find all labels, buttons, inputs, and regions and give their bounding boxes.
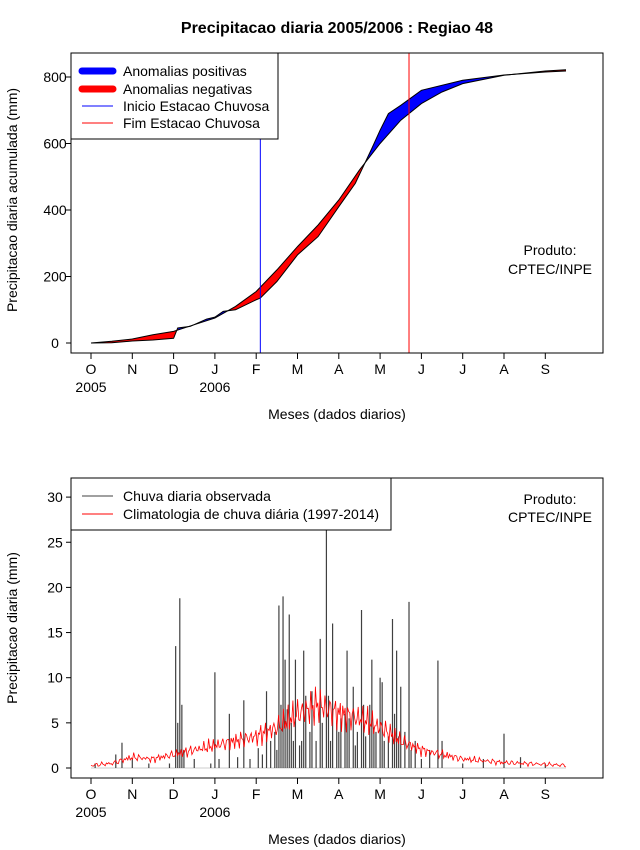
- top-plot-frame: [70, 52, 604, 354]
- top-plot-area: [90, 53, 567, 353]
- bottom-product-label: Produto:: [524, 491, 577, 507]
- bottom-x-tick-label: S: [541, 786, 550, 802]
- bottom-y-axis: 0 5 10 15 20 25 30: [47, 489, 71, 776]
- top-product-source: CPTEC/INPE: [508, 261, 592, 277]
- daily-rain-chart: 0 5 10 15 20 25 30 O N D J F M A M J J A S 2005 2006 Precip…: [4, 477, 604, 847]
- bottom-legend-box: [70, 477, 392, 531]
- bottom-x-tick-label: A: [499, 786, 509, 802]
- legend-climatology-label: Climatologia de chuva diária (1997-2014): [123, 506, 379, 522]
- bottom-plot-area: [90, 524, 567, 769]
- top-x-tick-label: A: [334, 361, 344, 377]
- top-x-axis: O N D J F M A M J J A S 2005 2006: [75, 352, 550, 395]
- bottom-x-tick-label: A: [334, 786, 344, 802]
- observed-cumulative-line: [90, 70, 567, 344]
- bottom-x-axis: O N D J F M A M J J A S 2005 2006: [75, 777, 550, 820]
- bottom-y-tick-label: 10: [47, 670, 63, 686]
- climatology-cumulative-line: [90, 69, 567, 344]
- legend-negative-label: Anomalias negativas: [123, 81, 252, 97]
- bottom-y-tick-label: 30: [47, 489, 63, 505]
- top-legend-box: [70, 52, 279, 140]
- top-x-tick-label: J: [459, 361, 466, 377]
- negative-anomaly-area: [229, 160, 367, 311]
- bottom-x-tick-label: J: [418, 786, 425, 802]
- top-legend: Anomalias positivas Anomalias negativas …: [70, 52, 279, 140]
- bottom-y-tick-label: 15: [47, 625, 63, 641]
- bottom-x-tick-label: J: [459, 786, 466, 802]
- bottom-y-tick-label: 0: [51, 760, 59, 776]
- climatology-daily-line: [90, 686, 567, 768]
- top-y-axis: 0 200 400 600 800: [43, 69, 71, 351]
- top-y-tick-label: 0: [51, 335, 59, 351]
- positive-anomaly-area: [366, 74, 515, 162]
- bottom-product-source: CPTEC/INPE: [508, 509, 592, 525]
- top-y-axis-label: Precipitacao diaria acumulada (mm): [4, 88, 20, 312]
- bottom-legend: Chuva diaria observada Climatologia de c…: [70, 477, 392, 531]
- bottom-y-tick-label: 25: [47, 534, 63, 550]
- top-x-tick-label: A: [499, 361, 509, 377]
- top-y-tick-label: 200: [43, 269, 67, 285]
- bottom-y-tick-label: 20: [47, 579, 63, 595]
- top-y-tick-label: 800: [43, 69, 67, 85]
- bottom-x-tick-label: O: [86, 786, 97, 802]
- top-x-axis-label: Meses (dados diarios): [268, 406, 406, 422]
- bottom-x-tick-label: J: [211, 786, 218, 802]
- top-product-label: Produto:: [524, 242, 577, 258]
- legend-observed-label: Chuva diaria observada: [123, 488, 271, 504]
- top-x-tick-label: M: [374, 361, 386, 377]
- bottom-x-tick-label: N: [127, 786, 137, 802]
- cumulative-chart: Precipitacao diaria 2005/2006 : Regiao 4…: [4, 20, 604, 422]
- bottom-year-label: 2006: [199, 804, 230, 820]
- legend-start-label: Inicio Estacao Chuvosa: [123, 98, 270, 114]
- top-x-tick-label: D: [169, 361, 179, 377]
- legend-end-label: Fim Estacao Chuvosa: [123, 115, 260, 131]
- top-x-tick-label: S: [541, 361, 550, 377]
- legend-positive-label: Anomalias positivas: [123, 63, 247, 79]
- top-y-tick-label: 600: [43, 136, 67, 152]
- top-year-label: 2006: [199, 379, 230, 395]
- bottom-x-tick-label: M: [292, 786, 304, 802]
- top-y-tick-label: 400: [43, 202, 67, 218]
- bottom-x-tick-label: M: [374, 786, 386, 802]
- top-x-tick-label: N: [127, 361, 137, 377]
- top-x-tick-label: M: [292, 361, 304, 377]
- top-x-tick-label: F: [252, 361, 261, 377]
- bottom-x-tick-label: F: [252, 786, 261, 802]
- top-x-tick-label: O: [86, 361, 97, 377]
- bottom-x-axis-label: Meses (dados diarios): [268, 831, 406, 847]
- top-x-tick-label: J: [418, 361, 425, 377]
- bottom-x-tick-label: D: [169, 786, 179, 802]
- bottom-year-label: 2005: [75, 804, 106, 820]
- top-year-label: 2005: [75, 379, 106, 395]
- bottom-y-tick-label: 5: [51, 715, 59, 731]
- bottom-y-axis-label: Precipitacao diaria (mm): [4, 552, 20, 704]
- top-x-tick-label: J: [211, 361, 218, 377]
- top-chart-title: Precipitacao diaria 2005/2006 : Regiao 4…: [181, 20, 493, 37]
